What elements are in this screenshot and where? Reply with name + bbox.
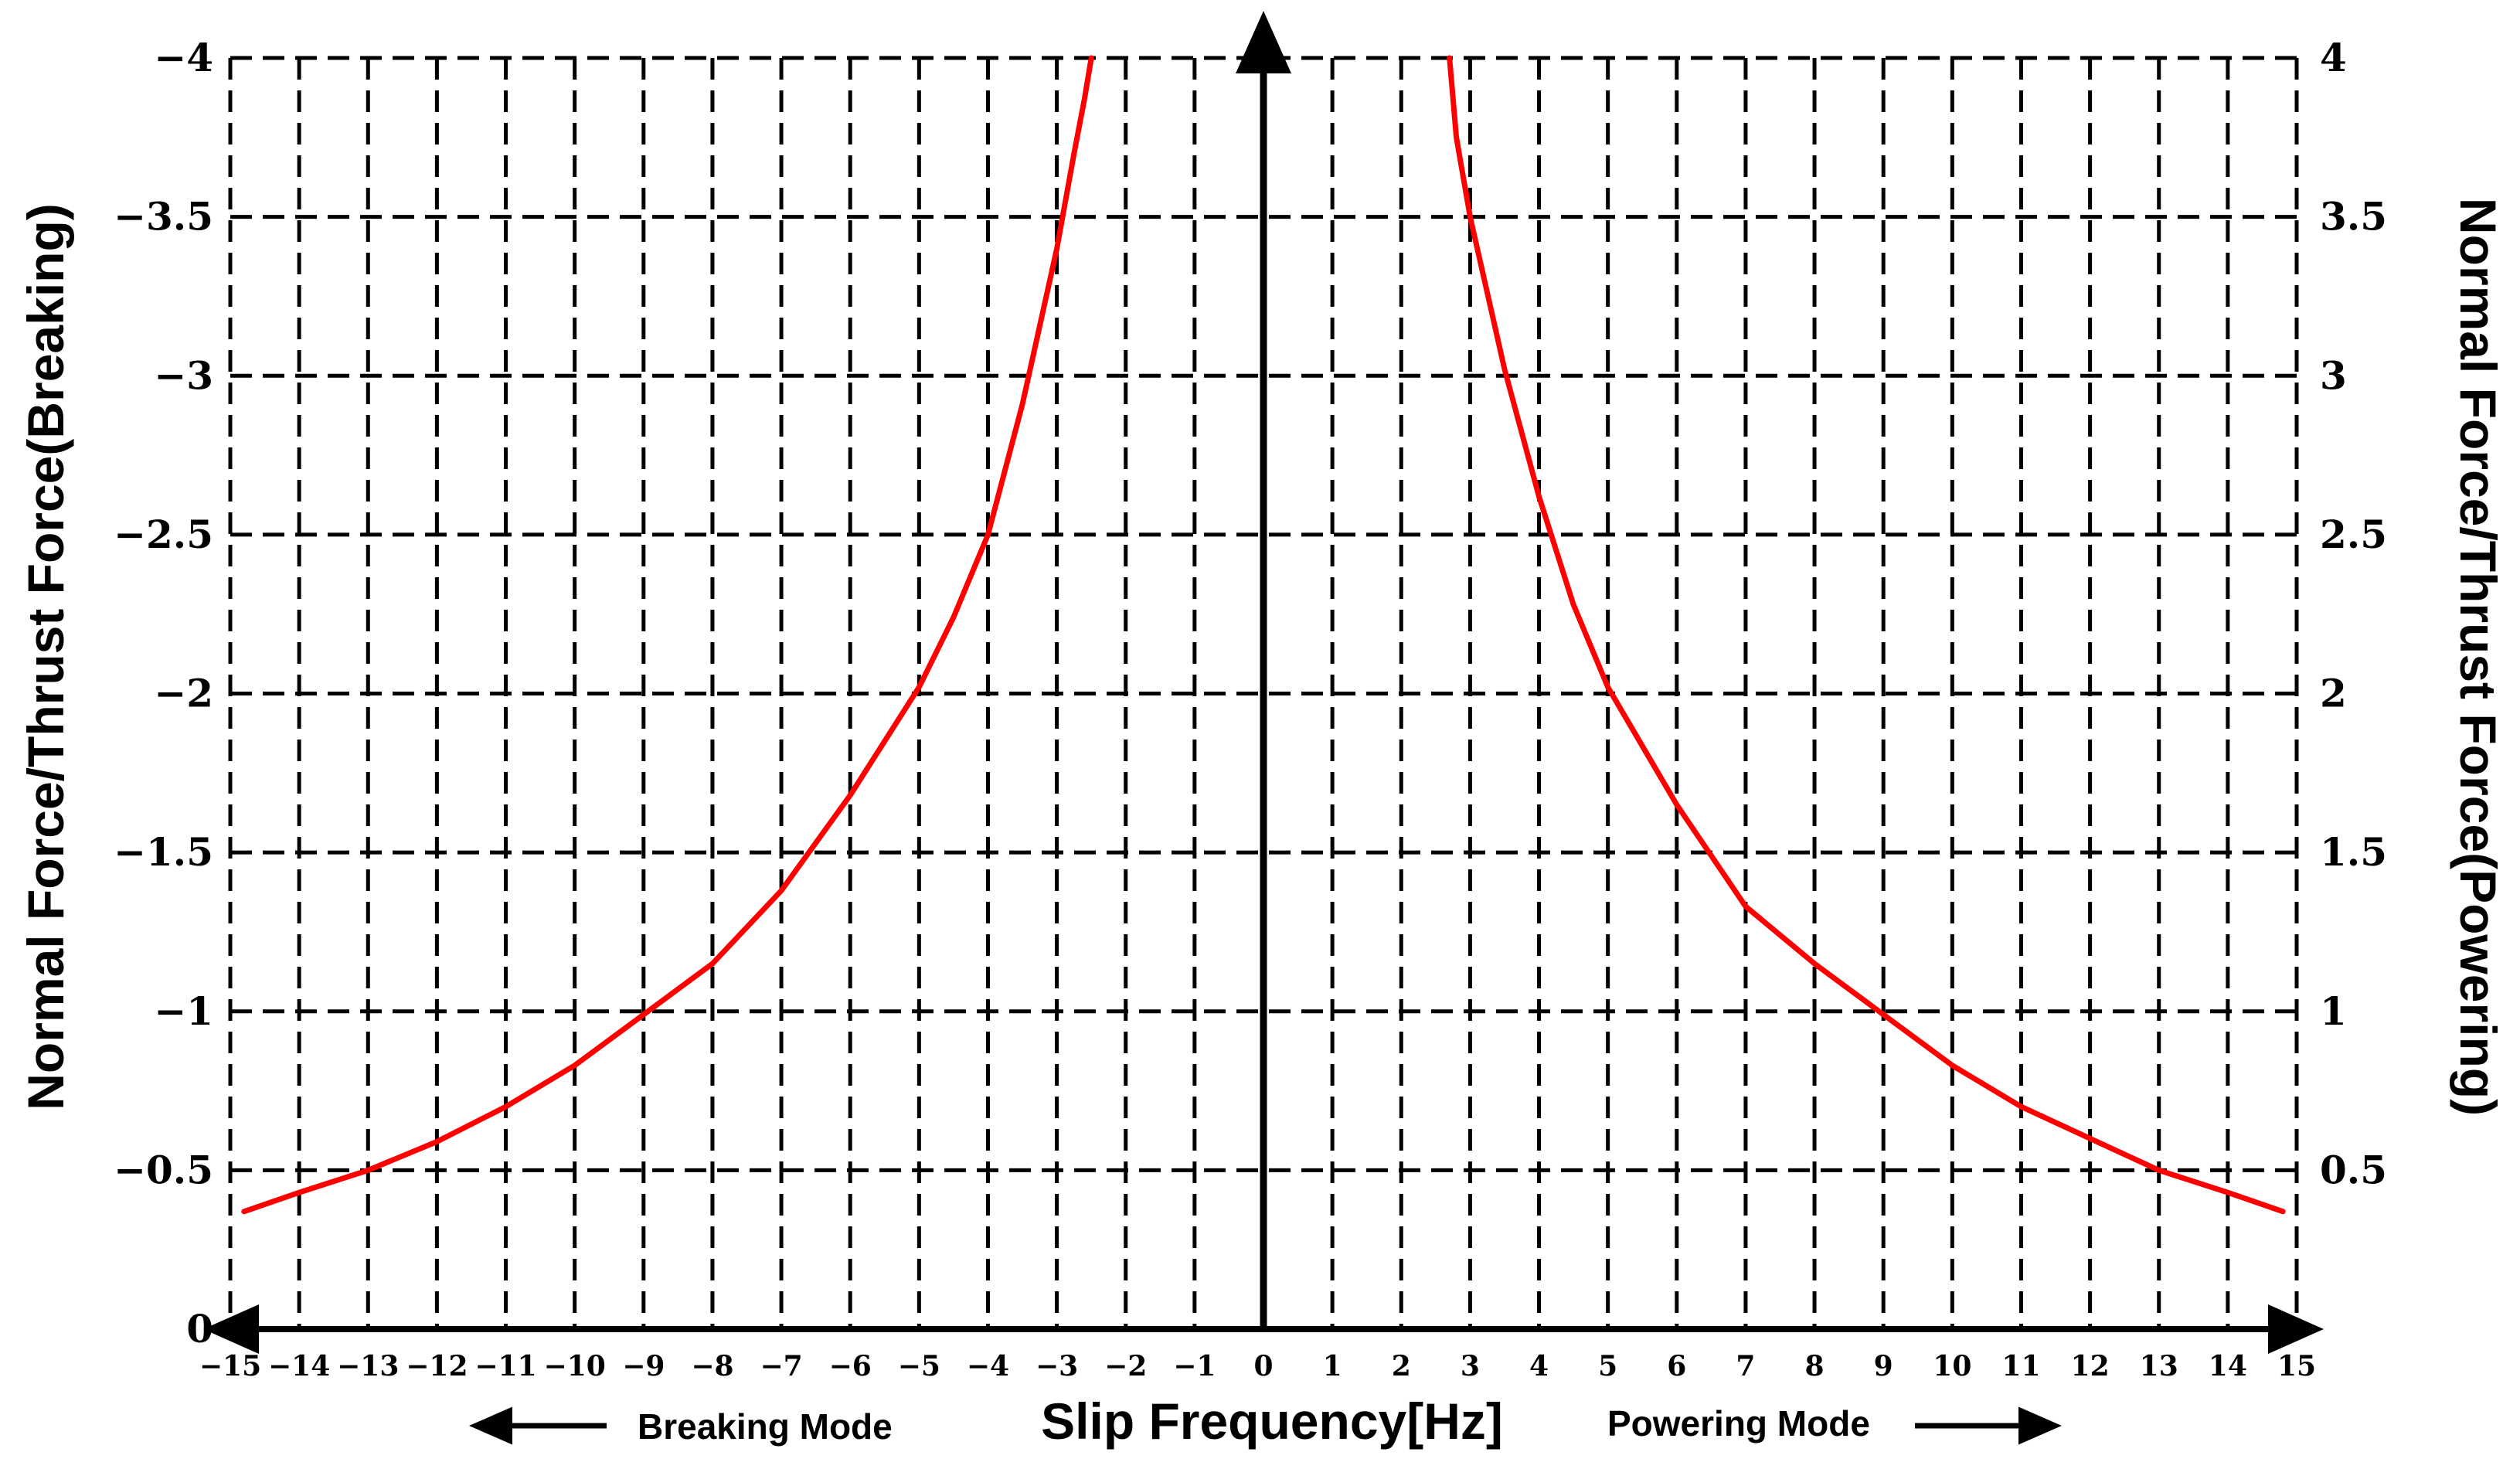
y-tick-label-left: −1.5 (114, 829, 213, 875)
y-tick-label-right: 2 (2320, 671, 2347, 716)
x-tick-label: 8 (1805, 1350, 1825, 1382)
y-tick-label-right: 0.5 (2320, 1147, 2387, 1192)
x-axis-title: Slip Frequency[Hz] (1041, 1392, 1503, 1450)
x-tick-label: 12 (2071, 1350, 2110, 1382)
y-axis-title-right: Normal Force/Thrust Force(Powering) (2450, 198, 2507, 1116)
x-tick-label: 14 (2209, 1350, 2247, 1382)
y-tick-label-right: 2.5 (2320, 512, 2387, 557)
x-tick-label: 11 (2001, 1350, 2040, 1382)
y-tick-label-left: −3.5 (114, 194, 213, 240)
powering-mode-label: Powering Mode (1607, 1403, 1870, 1443)
x-tick-label: 0 (1253, 1350, 1273, 1382)
x-tick-label: 4 (1529, 1350, 1549, 1382)
x-tick-label: −8 (691, 1350, 733, 1382)
breaking-mode-label: Breaking Mode (638, 1406, 893, 1447)
x-tick-label: −4 (967, 1350, 1009, 1382)
y-tick-label-left: −0.5 (114, 1147, 213, 1192)
x-tick-label: 6 (1667, 1350, 1686, 1382)
x-tick-label: −3 (1036, 1350, 1078, 1382)
y-tick-label-right: 1.5 (2320, 829, 2387, 875)
y-tick-label-left: −1 (154, 988, 213, 1034)
y-tick-label-right: 4 (2320, 35, 2347, 80)
x-tick-label: 3 (1461, 1350, 1480, 1382)
x-tick-label: 10 (1933, 1350, 1971, 1382)
y-axis-title-left: Normal Force/Thrust Force(Breaking) (17, 203, 74, 1110)
x-tick-label: 15 (2277, 1350, 2316, 1382)
y-tick-label-right: 3.5 (2320, 194, 2387, 240)
x-tick-label: −13 (337, 1350, 399, 1382)
x-tick-label: −6 (829, 1350, 872, 1382)
x-tick-label: −5 (898, 1350, 940, 1382)
x-tick-label: 5 (1598, 1350, 1617, 1382)
tick-labels: −15 −14 −13 −12 −11 −10 −9 −8 −7 −6 −5 −4 −3 −2 −1 0 1 2 3… (114, 35, 2387, 1382)
grid-lines (228, 56, 2299, 1329)
x-tick-label: −10 (544, 1350, 606, 1382)
y-tick-label-left: 0 (186, 1306, 213, 1352)
y-tick-label-left: −3 (154, 352, 213, 398)
data-series-powering-line (1447, 55, 2286, 1215)
axes (203, 11, 2324, 1354)
data-series-breaking-line (241, 55, 1094, 1215)
x-tick-label: −7 (760, 1350, 802, 1382)
x-tick-label: 1 (1323, 1350, 1342, 1382)
y-tick-label-right: 3 (2320, 352, 2347, 398)
data-curves (241, 55, 2286, 1215)
x-tick-label: −9 (622, 1350, 665, 1382)
x-tick-label: 2 (1392, 1350, 1411, 1382)
x-tick-label: −1 (1173, 1350, 1216, 1382)
y-tick-label-left: −4 (154, 35, 213, 80)
y-tick-label-left: −2 (154, 671, 213, 716)
x-tick-label: 9 (1874, 1350, 1893, 1382)
x-tick-label: −14 (268, 1350, 330, 1382)
x-tick-label: −2 (1104, 1350, 1147, 1382)
x-tick-label: 13 (2140, 1350, 2178, 1382)
y-tick-label-left: −2.5 (114, 512, 213, 557)
y-tick-label-right: 1 (2320, 988, 2347, 1034)
x-tick-label: 7 (1736, 1350, 1755, 1382)
x-tick-label: −15 (199, 1350, 261, 1382)
x-tick-label: −12 (406, 1350, 468, 1382)
x-tick-label: −11 (474, 1350, 536, 1382)
